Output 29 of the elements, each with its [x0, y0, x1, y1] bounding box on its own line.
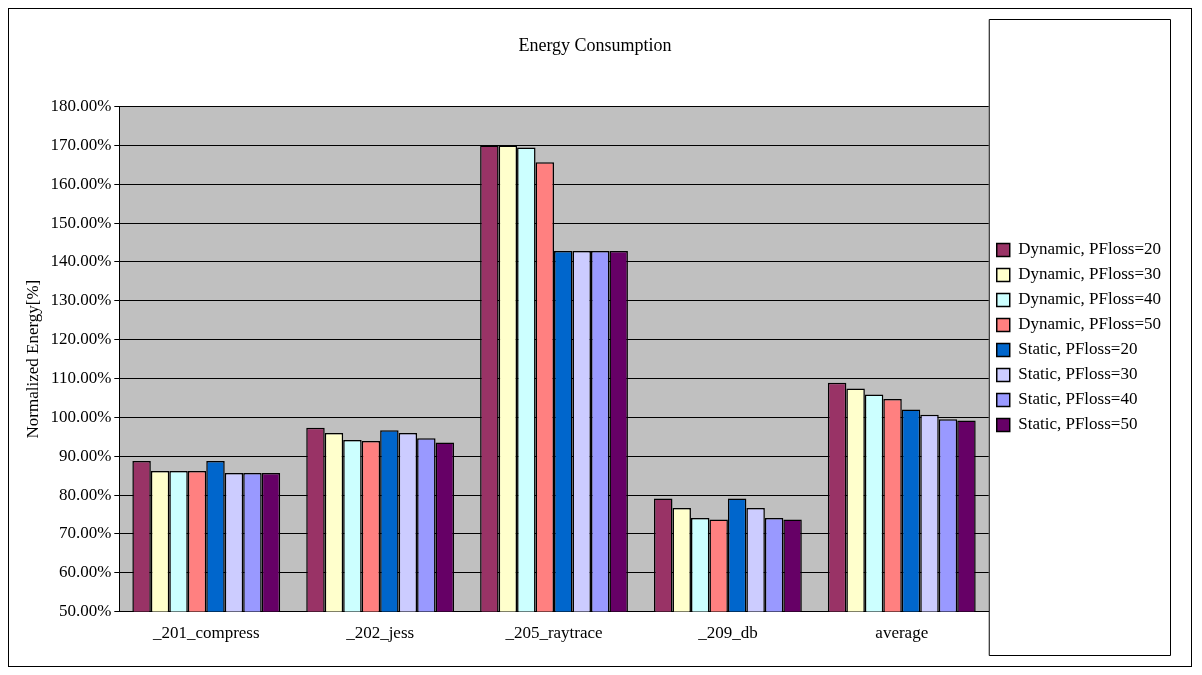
- x-tick-label: _209_db: [697, 623, 758, 643]
- y-tick-label: 140.00%: [50, 251, 112, 271]
- legend-label: Dynamic, PFloss=50: [1018, 314, 1161, 334]
- x-tick-label: _202_jess: [345, 623, 415, 643]
- y-tick-label: 110.00%: [51, 367, 112, 387]
- legend-label: Dynamic, PFloss=20: [1018, 239, 1161, 259]
- y-tick-label: 90.00%: [58, 445, 112, 465]
- legend-label: Static, PFloss=40: [1018, 389, 1138, 409]
- y-axis-title: Normalized Energy[%]: [22, 279, 42, 439]
- legend-label: Dynamic, PFloss=40: [1018, 289, 1161, 309]
- x-tick-label: _201_compress: [151, 623, 260, 643]
- x-tick-label: _205_raytrace: [504, 623, 603, 643]
- x-tick-label: average: [875, 623, 929, 643]
- y-tick-label: 70.00%: [58, 523, 112, 543]
- y-tick-label: 170.00%: [50, 134, 112, 154]
- y-tick-label: 130.00%: [50, 290, 112, 310]
- y-tick-label: 100.00%: [50, 406, 112, 426]
- y-tick-label: 120.00%: [50, 329, 112, 349]
- y-tick-label: 180.00%: [50, 96, 112, 116]
- y-tick-label: 160.00%: [50, 173, 112, 193]
- chart-title: Energy Consumption: [518, 34, 672, 55]
- y-tick-label: 60.00%: [58, 562, 112, 582]
- legend-label: Dynamic, PFloss=30: [1018, 264, 1161, 284]
- legend-label: Static, PFloss=50: [1018, 414, 1138, 434]
- y-tick-label: 50.00%: [58, 601, 112, 621]
- legend-label: Static, PFloss=30: [1018, 364, 1138, 384]
- y-tick-label: 80.00%: [58, 484, 112, 504]
- legend-label: Static, PFloss=20: [1018, 339, 1138, 359]
- y-tick-label: 150.00%: [50, 212, 112, 232]
